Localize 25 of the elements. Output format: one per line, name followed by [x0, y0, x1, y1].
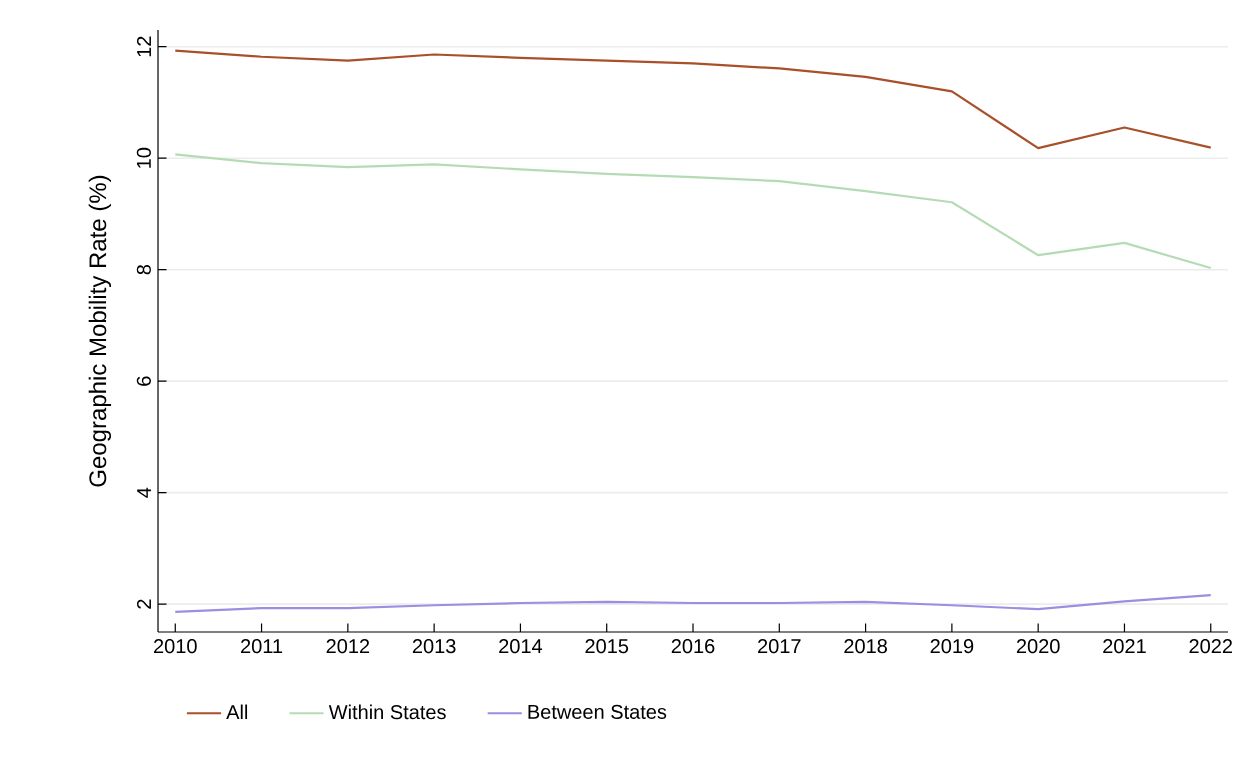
- x-tick-label: 2017: [758, 639, 801, 654]
- x-tick-label: 2013: [412, 639, 456, 654]
- y-tick-label: 2: [136, 599, 151, 609]
- y-axis-title: Geographic Mobility Rate (%): [88, 175, 112, 487]
- x-tick-label: 2011: [241, 639, 283, 654]
- y-tick-label: 6: [136, 376, 151, 386]
- x-tick-label: 2010: [154, 639, 197, 654]
- x-tick-label: 2019: [930, 639, 974, 654]
- x-tick-label: 2018: [844, 639, 887, 654]
- x-tick-label: 2012: [326, 639, 370, 654]
- legend-label: All: [226, 704, 248, 720]
- legend-label: Between States: [528, 704, 667, 719]
- y-tick-label: 10: [136, 147, 151, 168]
- y-tick-label: 12: [136, 36, 151, 57]
- x-tick-label: 2015: [585, 639, 629, 654]
- line-series: [174, 594, 1212, 614]
- x-tick-label: 2014: [499, 639, 543, 654]
- x-tick-label: 2020: [1016, 639, 1060, 654]
- y-tick-label: 8: [136, 264, 151, 275]
- x-tick-label: 2021: [1103, 639, 1146, 654]
- x-tick-label: 2022: [1189, 639, 1232, 654]
- y-tick-label: 4: [137, 487, 151, 498]
- x-tick-label: 2016: [671, 639, 715, 654]
- legend-label: Within States: [328, 704, 446, 720]
- line-series: [174, 153, 1212, 270]
